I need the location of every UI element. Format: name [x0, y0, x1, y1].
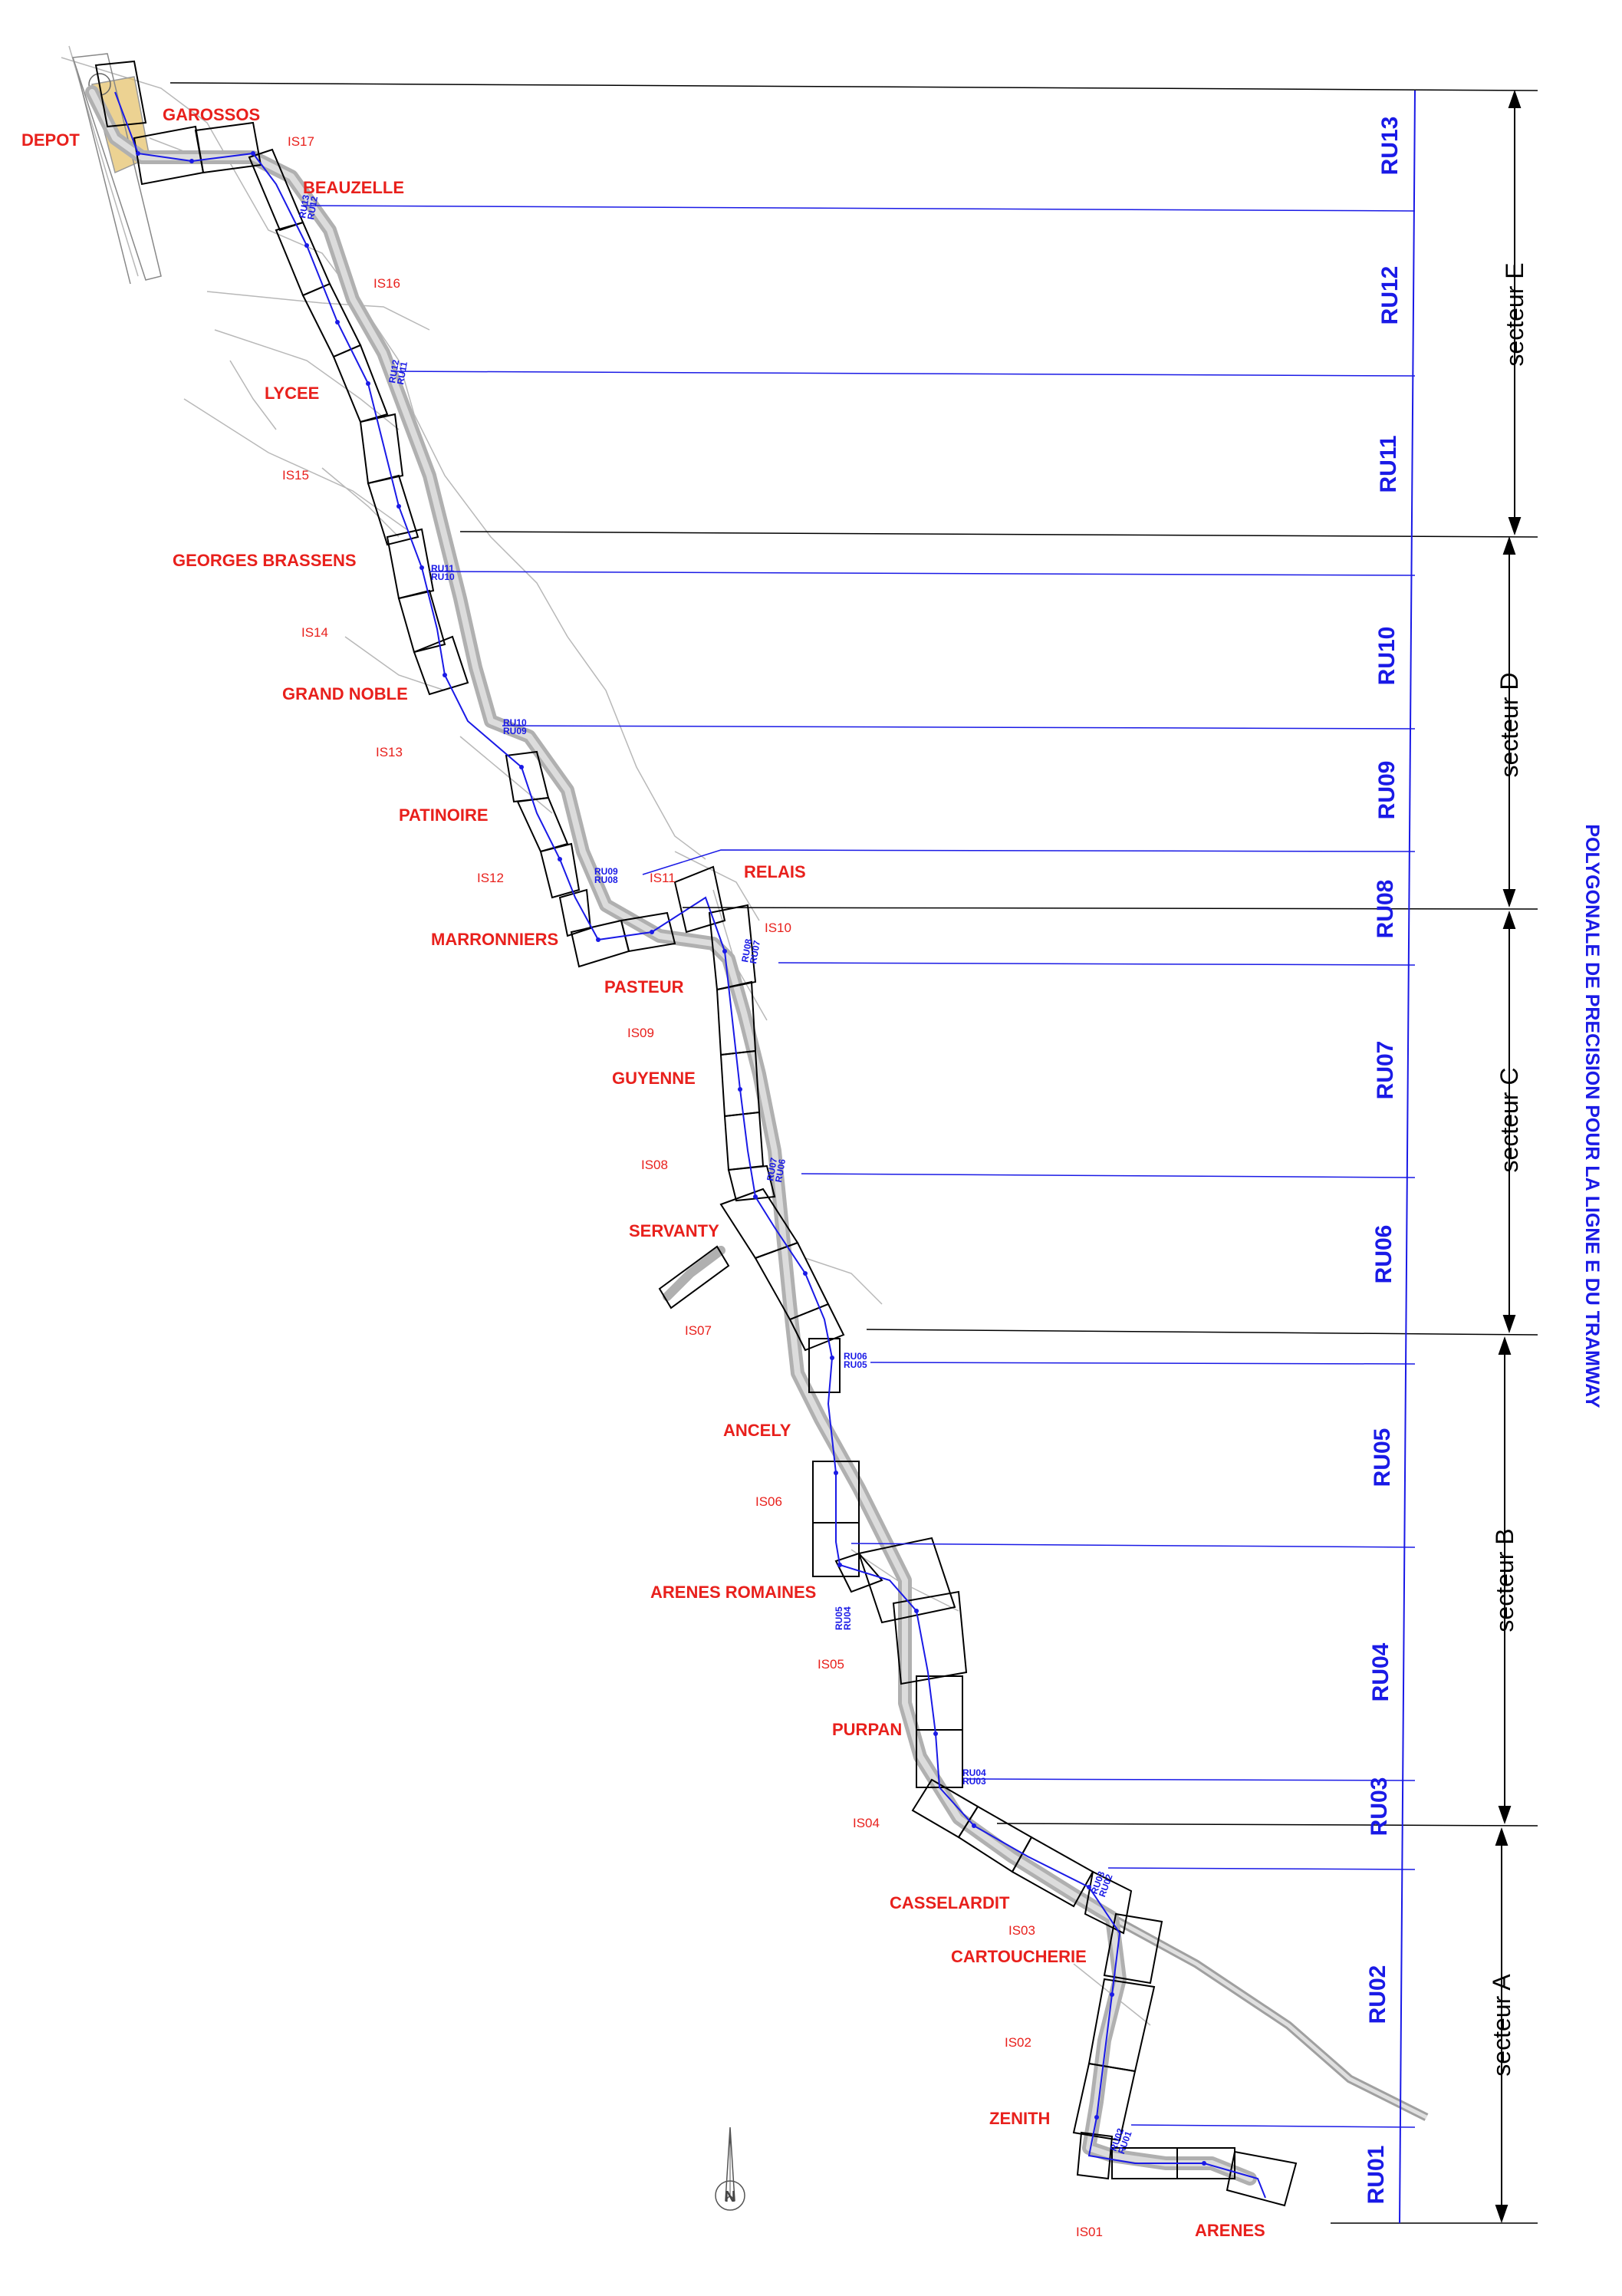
compass-letter: N	[725, 2189, 735, 2205]
ru-marker-lower: RU09	[503, 726, 527, 736]
interstation-label: IS02	[1005, 2035, 1031, 2050]
station-label: LYCEE	[265, 384, 319, 403]
depot-area	[71, 53, 162, 285]
map-title: POLYGONALE DE PRECISION POUR LA LIGNE E …	[1581, 824, 1603, 1408]
ru-label-11: RU11	[1376, 435, 1401, 492]
interstation-label: IS05	[818, 1657, 844, 1672]
sector-label-a: secteur A	[1488, 1974, 1515, 2077]
interstation-label: IS17	[288, 134, 314, 149]
ru-marker-upper: RU04	[962, 1767, 986, 1778]
ru-label-10: RU10	[1374, 627, 1400, 686]
ru-label-05: RU05	[1370, 1428, 1395, 1487]
sector-lines	[169, 82, 1538, 2224]
interstation-label: IS10	[765, 921, 791, 935]
ru-marker-lower: RU05	[844, 1359, 867, 1370]
ru-marker-upper: RU11	[431, 563, 454, 574]
station-label: BEAUZELLE	[303, 178, 404, 197]
sector-labels: secteur E secteur D secteur C secteur B …	[1488, 262, 1528, 2076]
north-arrow-icon: N	[715, 2126, 745, 2211]
interstation-label: IS07	[685, 1323, 712, 1338]
station-label: ZENITH	[989, 2109, 1050, 2128]
east-branch-road	[1110, 1914, 1429, 2121]
interstation-label: IS16	[373, 276, 400, 291]
ru-segment-labels: RU13 RU12 RU11 RU10 RU09 RU08 RU07 RU06 …	[1364, 117, 1403, 2205]
ru-label-12: RU12	[1377, 266, 1403, 325]
sector-label-e: secteur E	[1501, 262, 1528, 366]
ru-marker-upper: RU12	[387, 359, 401, 384]
ru-marker-lower: RU11	[395, 361, 410, 385]
ru-marker-upper: RU08	[739, 938, 754, 964]
sector-label-d: secteur D	[1495, 673, 1523, 778]
interstation-label: IS04	[853, 1816, 880, 1830]
station-label: ANCELY	[723, 1421, 791, 1440]
route-corridor	[85, 85, 1257, 2186]
ru-label-03: RU03	[1367, 1777, 1392, 1836]
station-label: ARENES ROMAINES	[650, 1583, 816, 1602]
interstation-label: IS15	[282, 468, 309, 483]
interstation-label: IS11	[650, 871, 676, 885]
interstation-label: IS14	[301, 625, 328, 640]
interstation-label: IS08	[641, 1158, 668, 1172]
ru-marker-upper: RU07	[765, 1157, 779, 1182]
ru-marker-lower: RU03	[962, 1776, 986, 1787]
polygon-frames	[94, 60, 1298, 2207]
interstation-label: IS06	[755, 1494, 782, 1509]
ru-marker-upper: RU10	[503, 717, 527, 728]
station-label: DEPOT	[21, 130, 80, 150]
station-label: GEORGES BRASSENS	[173, 551, 357, 570]
ru-marker-lower: RU06	[773, 1158, 788, 1183]
station-label: CASSELARDIT	[890, 1893, 1010, 1912]
station-label: GUYENNE	[612, 1069, 696, 1088]
ru-marker-lower: RU08	[594, 875, 618, 885]
sector-label-b: secteur B	[1491, 1528, 1518, 1632]
ru-label-04: RU04	[1368, 1642, 1393, 1701]
interstation-label: IS12	[477, 871, 504, 885]
station-label: RELAIS	[744, 862, 806, 881]
station-label: GAROSSOS	[163, 105, 260, 124]
ru-marker-upper: RU05	[834, 1606, 844, 1630]
ru-marker-lower: RU04	[842, 1606, 853, 1630]
ru-boundary-lines	[302, 205, 1416, 2128]
polygon-traverse	[114, 91, 1266, 2199]
street-background	[61, 45, 1151, 2026]
ru-marker-lower: RU12	[305, 195, 320, 220]
ru-marker-upper: RU13	[297, 194, 311, 219]
interstation-label: IS13	[376, 745, 403, 759]
ru-label-01: RU01	[1364, 2146, 1389, 2205]
interstation-label: IS03	[1008, 1923, 1035, 1938]
ru-marker-upper: RU06	[844, 1351, 867, 1362]
ru-label-07: RU07	[1373, 1041, 1398, 1100]
sector-label-c: secteur C	[1495, 1068, 1523, 1173]
ru-marker-lower: RU07	[748, 939, 762, 964]
sector-dimension-arrows	[1495, 89, 1522, 2224]
interstation-label: IS09	[627, 1026, 654, 1040]
ru-marker-lower: RU10	[431, 572, 455, 582]
ru-label-02: RU02	[1365, 1965, 1390, 2024]
ru-marker-upper: RU09	[594, 866, 618, 877]
station-label: CARTOUCHERIE	[951, 1947, 1087, 1966]
station-label: ARENES	[1195, 2221, 1265, 2240]
station-label: MARRONNIERS	[431, 930, 558, 949]
station-label: PASTEUR	[604, 977, 684, 996]
station-label: PURPAN	[832, 1720, 902, 1739]
station-label: PATINOIRE	[399, 805, 489, 825]
ru-label-06: RU06	[1371, 1225, 1397, 1284]
ru-label-09: RU09	[1374, 761, 1400, 820]
ru-scale-axis	[1399, 90, 1416, 2224]
station-labels: DEPOT GAROSSOS BEAUZELLE LYCEE GEORGES B…	[21, 105, 1265, 2240]
station-label: SERVANTY	[629, 1221, 719, 1240]
interstation-label: IS01	[1076, 2225, 1103, 2239]
ru-label-13: RU13	[1377, 117, 1403, 176]
station-label: GRAND NOBLE	[282, 684, 408, 703]
interstation-labels: IS17 IS16 IS15 IS14 IS13 IS12 IS11 IS10 …	[282, 134, 1103, 2239]
ru-label-08: RU08	[1373, 880, 1398, 939]
